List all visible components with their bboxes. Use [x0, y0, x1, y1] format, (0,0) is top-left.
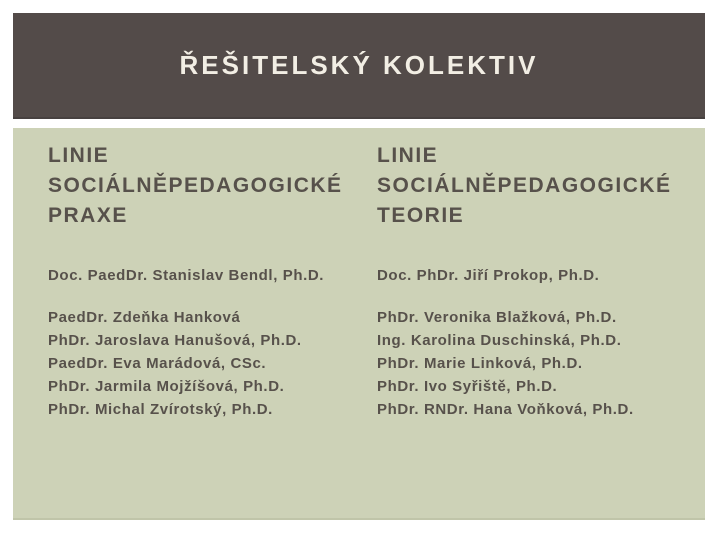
member-name: PhDr. Jarmila Mojžíšová, Ph.D. [48, 378, 285, 395]
column-teorie-member-list: PhDr. Veronika Blažková, Ph.D. Ing. Karo… [377, 306, 705, 421]
member-name: PhDr. Veronika Blažková, Ph.D. [377, 309, 617, 326]
slide-title: ŘEŠITELSKÝ KOLEKTIV [179, 49, 539, 80]
member-name: PaedDr. Eva Marádová, CSc. [48, 355, 267, 372]
column-praxe-member-list: PaedDr. Zdeňka Hanková PhDr. Jaroslava H… [48, 306, 377, 421]
member-name: PhDr. Ivo Syřiště, Ph.D. [377, 378, 558, 395]
member-name: PaedDr. Zdeňka Hanková [48, 309, 241, 326]
column-praxe-heading: LINIE SOCIÁLNĚPEDAGOGICKÉ PRAXE [48, 144, 343, 227]
member-name: PhDr. RNDr. Hana Voňková, Ph.D. [377, 401, 634, 418]
column-teorie: LINIE SOCIÁLNĚPEDAGOGICKÉ TEORIE Doc. Ph… [377, 141, 705, 518]
member-name: PhDr. Jaroslava Hanušová, Ph.D. [48, 332, 302, 349]
member-name: PhDr. Marie Linková, Ph.D. [377, 355, 583, 372]
member-name: PhDr. Michal Zvírotský, Ph.D. [48, 401, 273, 418]
column-teorie-heading: LINIE SOCIÁLNĚPEDAGOGICKÉ TEORIE [377, 144, 672, 227]
slide-body: LINIE SOCIÁLNĚPEDAGOGICKÉ PRAXE Doc. Pae… [13, 128, 705, 520]
column-teorie-lead: Doc. PhDr. Jiří Prokop, Ph.D. [377, 267, 600, 284]
slide-title-bar: ŘEŠITELSKÝ KOLEKTIV [13, 13, 705, 119]
member-name: Ing. Karolina Duschinská, Ph.D. [377, 332, 622, 349]
column-praxe: LINIE SOCIÁLNĚPEDAGOGICKÉ PRAXE Doc. Pae… [48, 141, 377, 518]
column-praxe-lead: Doc. PaedDr. Stanislav Bendl, Ph.D. [48, 267, 325, 284]
